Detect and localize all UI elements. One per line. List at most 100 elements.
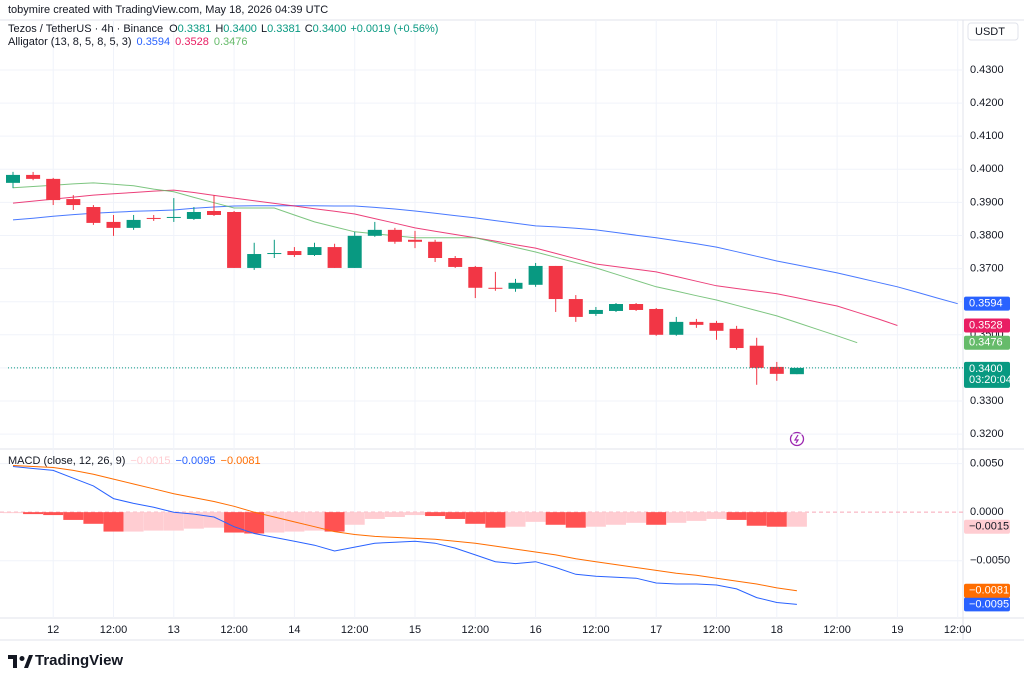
ohlc-value: 0.3400 xyxy=(313,23,347,35)
histogram-bar xyxy=(304,512,325,531)
macd-badge-bg xyxy=(964,583,1010,598)
x-tick-label: 14 xyxy=(288,624,300,636)
x-tick-label: 18 xyxy=(771,624,783,636)
candle-body xyxy=(468,266,483,288)
y-tick-label: 0.0050 xyxy=(970,458,1004,470)
alligator-line xyxy=(12,182,858,344)
macd-value: −0.0081 xyxy=(221,455,261,467)
logo-mark xyxy=(8,655,33,668)
candle-body xyxy=(327,247,342,268)
candle-body xyxy=(568,299,583,317)
y-tick-label: 0.3700 xyxy=(970,262,1004,274)
ohlc-value: 0.3381 xyxy=(267,23,301,35)
y-tick-label: 0.3200 xyxy=(970,428,1004,440)
indicator-title: Alligator (13, 8, 5, 8, 5, 3) xyxy=(8,36,132,48)
currency: USDT xyxy=(975,26,1005,38)
x-tick-label: 12:00 xyxy=(341,624,369,636)
histogram-bar xyxy=(626,512,647,523)
y-tick-label: 0.0000 xyxy=(970,506,1004,518)
candle-body xyxy=(528,265,543,285)
histogram-bar xyxy=(606,512,626,525)
series-badge: 0.3594 xyxy=(969,298,1003,310)
x-tick-label: 12:00 xyxy=(823,624,851,636)
x-tick-label: 12 xyxy=(47,624,59,636)
y-tick-label: 0.4100 xyxy=(970,130,1004,142)
candle-body xyxy=(126,219,141,228)
indicator-value: 0.3476 xyxy=(214,36,248,48)
candle-body xyxy=(307,247,322,256)
x-tick-label: 12:00 xyxy=(100,624,128,636)
candle-body xyxy=(789,367,804,375)
candle-body xyxy=(629,304,644,310)
x-tick-label: 19 xyxy=(891,624,903,636)
histogram-bar xyxy=(63,512,84,520)
candle-body xyxy=(609,304,623,311)
alert-icon xyxy=(789,431,805,447)
candle-body xyxy=(347,235,362,268)
macd-value: −0.0015 xyxy=(130,455,170,467)
macd-title: MACD (close, 12, 26, 9) xyxy=(8,455,125,467)
macd-legend: MACD (close, 12, 26, 9) −0.0015 −0.0095 −0.… xyxy=(8,455,261,467)
alert-bolt xyxy=(793,434,800,444)
symbol-legend: Tezos / TetherUS · 4h · Binance O0.3381 H0… xyxy=(8,23,438,35)
alert-circle xyxy=(789,431,805,447)
histogram-bar xyxy=(43,512,64,516)
x-tick-label: 12:00 xyxy=(944,624,972,636)
histogram-bar xyxy=(3,512,23,514)
histogram-bar xyxy=(103,512,124,532)
histogram-bar xyxy=(445,512,466,519)
candle-body xyxy=(227,211,242,268)
series-badge-bg xyxy=(964,318,1010,333)
histogram-bar xyxy=(686,512,707,521)
series-badge-bg xyxy=(964,296,1010,311)
candle-body xyxy=(749,345,764,368)
ohlc-key: L xyxy=(261,23,267,35)
x-tick-label: 15 xyxy=(409,624,421,636)
candle-body xyxy=(488,287,503,289)
candle-body xyxy=(548,265,563,300)
macd-line xyxy=(12,465,797,592)
histogram-bar xyxy=(83,512,104,524)
countdown: 03:20:04 xyxy=(969,374,1012,386)
macd-badge: −0.0095 xyxy=(969,598,1009,610)
y-tick-label: 0.4000 xyxy=(970,163,1004,175)
candle-body xyxy=(428,241,443,258)
x-tick-label: 13 xyxy=(168,624,180,636)
histogram-bar xyxy=(143,512,164,531)
histogram-bar xyxy=(585,512,606,527)
y-tick-label: 0.4200 xyxy=(970,97,1004,109)
ohlc-key: O xyxy=(169,23,178,35)
candle-body xyxy=(106,221,121,228)
candle-body xyxy=(408,239,422,242)
candle-body xyxy=(508,282,523,289)
histogram-bar xyxy=(23,512,44,515)
x-tick-label: 12:00 xyxy=(220,624,248,636)
x-tick-label: 12:00 xyxy=(582,624,610,636)
y-tick-label: 0.3300 xyxy=(970,395,1004,407)
histogram-badge: −0.0015 xyxy=(969,521,1009,533)
x-tick-label: 17 xyxy=(650,624,662,636)
histogram-bar xyxy=(425,512,446,517)
histogram-bar xyxy=(405,512,425,516)
histogram-bar xyxy=(163,512,184,531)
logo xyxy=(8,655,33,668)
macd-badge: −0.0081 xyxy=(969,585,1009,597)
histogram-bar xyxy=(465,512,486,524)
macd-value: −0.0095 xyxy=(175,455,215,467)
histogram-badge-bg xyxy=(964,519,1010,534)
histogram-bar xyxy=(384,512,405,518)
macd-badge-bg xyxy=(964,597,1010,612)
candle-body xyxy=(247,254,262,268)
indicator-value: 0.3594 xyxy=(137,36,171,48)
ohlc-value: 0.3400 xyxy=(223,23,257,35)
x-tick-label: 12:00 xyxy=(703,624,731,636)
candle-body xyxy=(86,207,101,223)
alligator-line xyxy=(12,205,958,305)
histogram-bar xyxy=(545,512,566,525)
candle-body xyxy=(769,366,784,374)
histogram-bar xyxy=(706,512,727,519)
histogram-bar xyxy=(565,512,586,528)
candle-body xyxy=(588,309,603,314)
